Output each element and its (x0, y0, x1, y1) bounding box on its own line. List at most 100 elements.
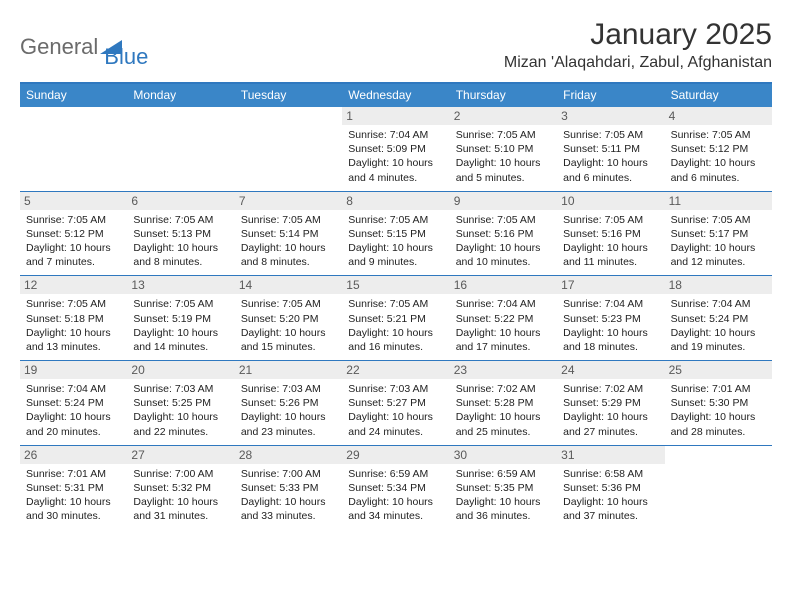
day-number: 7 (235, 192, 342, 210)
daylight-line-1: Daylight: 10 hours (671, 410, 766, 424)
sunrise-line: Sunrise: 7:05 AM (671, 213, 766, 227)
daylight-line-2: and 14 minutes. (133, 340, 228, 354)
daylight-line-2: and 27 minutes. (563, 425, 658, 439)
daylight-line-2: and 12 minutes. (671, 255, 766, 269)
sunrise-line: Sunrise: 7:05 AM (133, 213, 228, 227)
daylight-line-2: and 24 minutes. (348, 425, 443, 439)
daylight-line-1: Daylight: 10 hours (671, 156, 766, 170)
sunset-line: Sunset: 5:34 PM (348, 481, 443, 495)
day-number: 3 (557, 107, 664, 125)
day-cell: 17 Sunrise: 7:04 AMSunset: 5:23 PMDayligh… (557, 276, 664, 360)
sunrise-line: Sunrise: 7:00 AM (133, 467, 228, 481)
day-cell: 6Sunrise: 7:05 AMSunset: 5:13 PMDaylight… (127, 192, 234, 276)
sunrise-line: Sunrise: 7:05 AM (563, 128, 658, 142)
sunrise-line: Sunrise: 7:04 AM (456, 297, 551, 311)
daylight-line-2: and 31 minutes. (133, 509, 228, 523)
sunset-line: Sunset: 5:19 PM (133, 312, 228, 326)
sunset-line: Sunset: 5:12 PM (26, 227, 121, 241)
dow-friday: Friday (557, 84, 664, 107)
daylight-line-2: and 6 minutes. (563, 171, 658, 185)
day-number: 27 (127, 446, 234, 464)
daylight-line-2: and 20 minutes. (26, 425, 121, 439)
daylight-line-1: Daylight: 10 hours (241, 241, 336, 255)
daylight-line-1: Daylight: 10 hours (241, 326, 336, 340)
sunrise-line: Sunrise: 7:03 AM (348, 382, 443, 396)
sunset-line: Sunset: 5:24 PM (26, 396, 121, 410)
day-cell: 24Sunrise: 7:02 AMSunset: 5:29 PMDayligh… (557, 361, 664, 445)
daylight-line-1: Daylight: 10 hours (563, 241, 658, 255)
month-title: January 2025 (504, 18, 772, 52)
daylight-line-1: Daylight: 10 hours (133, 241, 228, 255)
daylight-line-2: and 9 minutes. (348, 255, 443, 269)
week-row: 12 Sunrise: 7:05 AM Sunset: 5:18 PM Dayligh… (20, 275, 772, 360)
day-cell: 23Sunrise: 7:02 AMSunset: 5:28 PMDayligh… (450, 361, 557, 445)
week-row: 26Sunrise: 7:01 AMSunset: 5:31 PMDayligh… (20, 445, 772, 530)
sunset-line: Sunset: 5:23 PM (563, 312, 658, 326)
daylight-line-2: and 23 minutes. (241, 425, 336, 439)
week-row: 5Sunrise: 7:05 AMSunset: 5:12 PMDaylight… (20, 191, 772, 276)
sunrise-line: Sunrise: 7:04 AM (671, 297, 766, 311)
sunset-line: Sunset: 5:26 PM (241, 396, 336, 410)
sunrise-line: Sunrise: 6:59 AM (456, 467, 551, 481)
sunset-line: Sunset: 5:36 PM (563, 481, 658, 495)
sunset-line: Sunset: 5:17 PM (671, 227, 766, 241)
sunset-line: Sunset: 5:20 PM (241, 312, 336, 326)
dow-wednesday: Wednesday (342, 84, 449, 107)
day-cell: 29Sunrise: 6:59 AMSunset: 5:34 PMDayligh… (342, 446, 449, 530)
day-number: 19 (20, 361, 127, 379)
sunset-line: Sunset: 5:29 PM (563, 396, 658, 410)
day-cell (665, 446, 772, 530)
day-cell: 30Sunrise: 6:59 AMSunset: 5:35 PMDayligh… (450, 446, 557, 530)
daylight-line-1: Daylight: 10 hours (563, 410, 658, 424)
day-number: 8 (342, 192, 449, 210)
daylight-line-2: and 8 minutes. (133, 255, 228, 269)
day-number: 17 (557, 276, 664, 294)
sunrise-line: Sunrise: 7:03 AM (241, 382, 336, 396)
daylight-line-1: Daylight: 10 hours (348, 326, 443, 340)
daylight-line-2: and 16 minutes. (348, 340, 443, 354)
dow-header-row: Sunday Monday Tuesday Wednesday Thursday… (20, 84, 772, 107)
day-number: 29 (342, 446, 449, 464)
daylight-line-2: and 4 minutes. (348, 171, 443, 185)
sunrise-line: Sunrise: 7:05 AM (348, 297, 443, 311)
day-cell: 20Sunrise: 7:03 AMSunset: 5:25 PMDayligh… (127, 361, 234, 445)
daylight-line-2: and 10 minutes. (456, 255, 551, 269)
daylight-line-2: and 34 minutes. (348, 509, 443, 523)
sunset-line: Sunset: 5:16 PM (456, 227, 551, 241)
daylight-line-1: Daylight: 10 hours (456, 156, 551, 170)
daylight-line-2: and 13 minutes. (26, 340, 121, 354)
sunset-line: Sunset: 5:09 PM (348, 142, 443, 156)
day-cell: 31Sunrise: 6:58 AMSunset: 5:36 PMDayligh… (557, 446, 664, 530)
day-cell: 13Sunrise: 7:05 AMSunset: 5:19 PMDayligh… (127, 276, 234, 360)
sunset-line: Sunset: 5:24 PM (671, 312, 766, 326)
sunset-line: Sunset: 5:11 PM (563, 142, 658, 156)
daylight-line-1: Daylight: 10 hours (563, 495, 658, 509)
sunset-line: Sunset: 5:10 PM (456, 142, 551, 156)
day-cell: 9Sunrise: 7:05 AMSunset: 5:16 PMDaylight… (450, 192, 557, 276)
sunrise-line: Sunrise: 7:02 AM (456, 382, 551, 396)
sunrise-line: Sunrise: 6:59 AM (348, 467, 443, 481)
sunset-line: Sunset: 5:16 PM (563, 227, 658, 241)
daylight-line-2: and 5 minutes. (456, 171, 551, 185)
sunrise-line: Sunrise: 7:05 AM (671, 128, 766, 142)
daylight-line-2: and 19 minutes. (671, 340, 766, 354)
daylight-line-1: Daylight: 10 hours (456, 326, 551, 340)
sunrise-line: Sunrise: 7:04 AM (563, 297, 658, 311)
day-number: 21 (235, 361, 342, 379)
day-number: 12 (20, 276, 127, 294)
daylight-line-2: and 7 minutes. (26, 255, 121, 269)
daylight-line-1: Daylight: 10 hours (563, 326, 658, 340)
weeks-container: 1Sunrise: 7:04 AMSunset: 5:09 PMDaylight… (20, 107, 772, 529)
day-cell: 12Sunrise: 7:05 AMSunset: 5:18 PMDayligh… (20, 276, 127, 360)
day-number: 6 (127, 192, 234, 210)
sunset-line: Sunset: 5:18 PM (26, 312, 121, 326)
sunrise-line: Sunrise: 7:05 AM (563, 213, 658, 227)
sunset-line: Sunset: 5:27 PM (348, 396, 443, 410)
daylight-line-1: Daylight: 10 hours (348, 241, 443, 255)
daylight-line-1: Daylight: 10 hours (563, 156, 658, 170)
title-block: January 2025 Mizan 'Alaqahdari, Zabul, A… (504, 18, 772, 72)
sunset-line: Sunset: 5:14 PM (241, 227, 336, 241)
day-number: 18 (665, 276, 772, 294)
sunset-line: Sunset: 5:21 PM (348, 312, 443, 326)
sunrise-line: Sunrise: 7:01 AM (26, 467, 121, 481)
